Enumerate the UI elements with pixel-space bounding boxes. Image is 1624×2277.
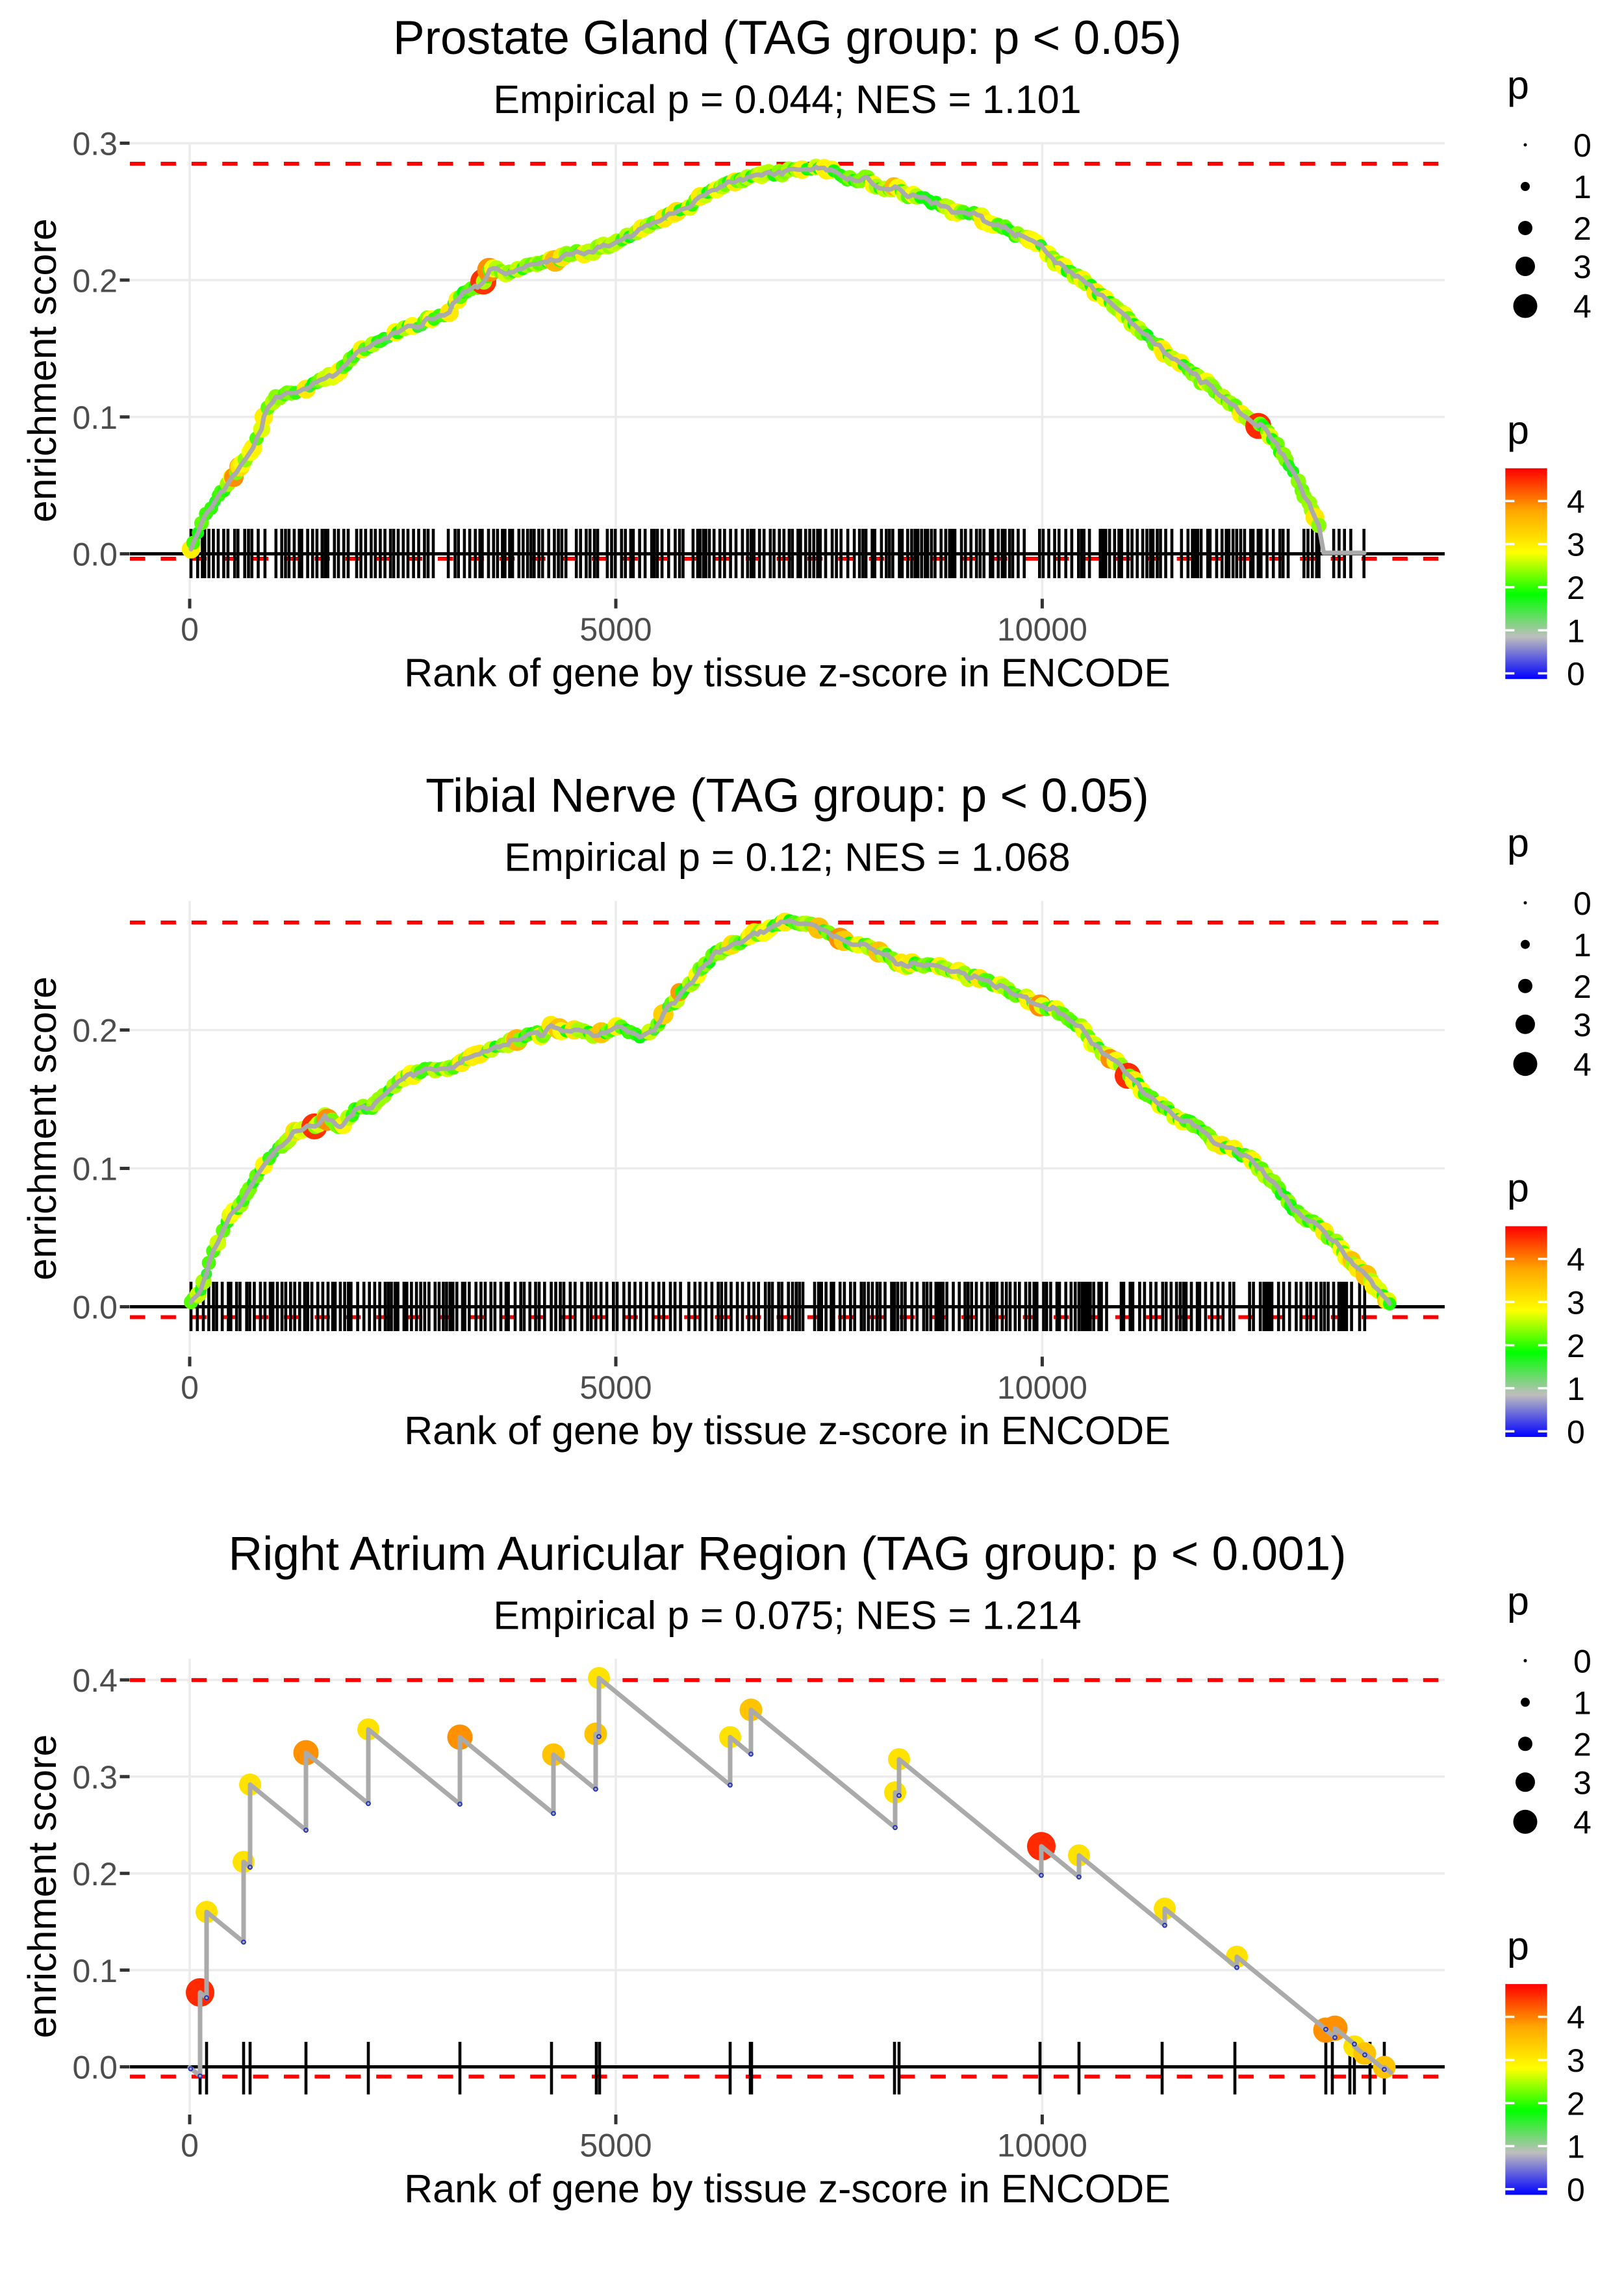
svg-text:p: p (1507, 821, 1529, 865)
svg-text:10000: 10000 (997, 2128, 1087, 2164)
svg-text:1: 1 (1573, 927, 1592, 963)
svg-text:p: p (1507, 1166, 1529, 1210)
svg-text:0: 0 (1567, 656, 1585, 693)
svg-text:2: 2 (1573, 210, 1592, 247)
svg-text:Empirical p = 0.12; NES = 1.06: Empirical p = 0.12; NES = 1.068 (504, 835, 1070, 880)
svg-text:0.2: 0.2 (72, 1856, 118, 1892)
svg-text:4: 4 (1573, 1047, 1592, 1083)
svg-text:3: 3 (1573, 1765, 1592, 1801)
svg-text:0.2: 0.2 (72, 1013, 118, 1049)
svg-text:2: 2 (1567, 2085, 1585, 2122)
svg-text:Rank of gene by tissue z-score: Rank of gene by tissue z-score in ENCODE (404, 1408, 1171, 1453)
svg-text:4: 4 (1573, 288, 1592, 325)
svg-text:0.3: 0.3 (72, 1759, 118, 1796)
svg-text:Empirical p = 0.075; NES = 1.2: Empirical p = 0.075; NES = 1.214 (493, 1593, 1081, 1637)
svg-text:3: 3 (1573, 1007, 1592, 1043)
svg-text:0.1: 0.1 (72, 1151, 118, 1188)
svg-text:Prostate Gland (TAG group: p <: Prostate Gland (TAG group: p < 0.05) (393, 12, 1182, 64)
svg-text:p: p (1507, 1579, 1529, 1623)
svg-text:0: 0 (1573, 885, 1592, 922)
svg-text:enrichment score: enrichment score (20, 976, 64, 1280)
svg-text:Right Atrium Auricular Region: Right Atrium Auricular Region (TAG group… (228, 1527, 1346, 1580)
svg-text:0: 0 (1567, 1414, 1585, 1450)
svg-text:2: 2 (1567, 1328, 1585, 1364)
svg-text:0.4: 0.4 (72, 1662, 118, 1699)
svg-text:4: 4 (1573, 1805, 1592, 1841)
svg-text:3: 3 (1567, 1284, 1585, 1321)
svg-text:0.3: 0.3 (72, 126, 118, 162)
svg-text:0: 0 (1573, 127, 1592, 164)
svg-text:0.0: 0.0 (72, 537, 118, 573)
svg-text:1: 1 (1567, 2129, 1585, 2165)
svg-text:1: 1 (1567, 613, 1585, 649)
svg-text:Empirical p = 0.044; NES = 1.1: Empirical p = 0.044; NES = 1.101 (493, 77, 1081, 121)
svg-text:3: 3 (1567, 2042, 1585, 2079)
svg-text:enrichment score: enrichment score (20, 218, 64, 522)
svg-text:3: 3 (1573, 249, 1592, 285)
svg-text:1: 1 (1567, 1371, 1585, 1407)
svg-text:10000: 10000 (997, 1369, 1087, 1406)
svg-text:4: 4 (1567, 483, 1585, 520)
svg-text:0.1: 0.1 (72, 1953, 118, 1989)
svg-text:4: 4 (1567, 2000, 1585, 2036)
svg-text:5000: 5000 (579, 611, 652, 648)
svg-text:10000: 10000 (997, 611, 1087, 648)
svg-text:p: p (1507, 63, 1529, 107)
svg-text:1: 1 (1573, 169, 1592, 205)
svg-text:0: 0 (181, 2128, 199, 2164)
svg-text:0.2: 0.2 (72, 262, 118, 299)
svg-text:3: 3 (1567, 527, 1585, 563)
svg-text:Tibial Nerve (TAG group: p < 0: Tibial Nerve (TAG group: p < 0.05) (425, 770, 1149, 822)
svg-text:0.0: 0.0 (72, 1290, 118, 1326)
svg-text:2: 2 (1573, 969, 1592, 1005)
svg-text:2: 2 (1573, 1727, 1592, 1763)
svg-text:0.1: 0.1 (72, 400, 118, 436)
svg-text:1: 1 (1573, 1685, 1592, 1722)
svg-text:4: 4 (1567, 1241, 1585, 1278)
svg-text:0: 0 (181, 611, 199, 648)
svg-text:0: 0 (1573, 1644, 1592, 1680)
svg-text:5000: 5000 (579, 1369, 652, 1406)
svg-text:0.0: 0.0 (72, 2050, 118, 2086)
svg-text:enrichment score: enrichment score (20, 1735, 64, 2039)
svg-text:p: p (1507, 1924, 1529, 1968)
svg-text:Rank of gene by tissue z-score: Rank of gene by tissue z-score in ENCODE (404, 2167, 1171, 2211)
svg-text:5000: 5000 (579, 2128, 652, 2164)
svg-text:0: 0 (181, 1369, 199, 1406)
svg-text:0: 0 (1567, 2172, 1585, 2208)
svg-text:2: 2 (1567, 570, 1585, 606)
svg-text:Rank of gene by tissue z-score: Rank of gene by tissue z-score in ENCODE (404, 651, 1171, 695)
svg-text:p: p (1507, 408, 1529, 452)
